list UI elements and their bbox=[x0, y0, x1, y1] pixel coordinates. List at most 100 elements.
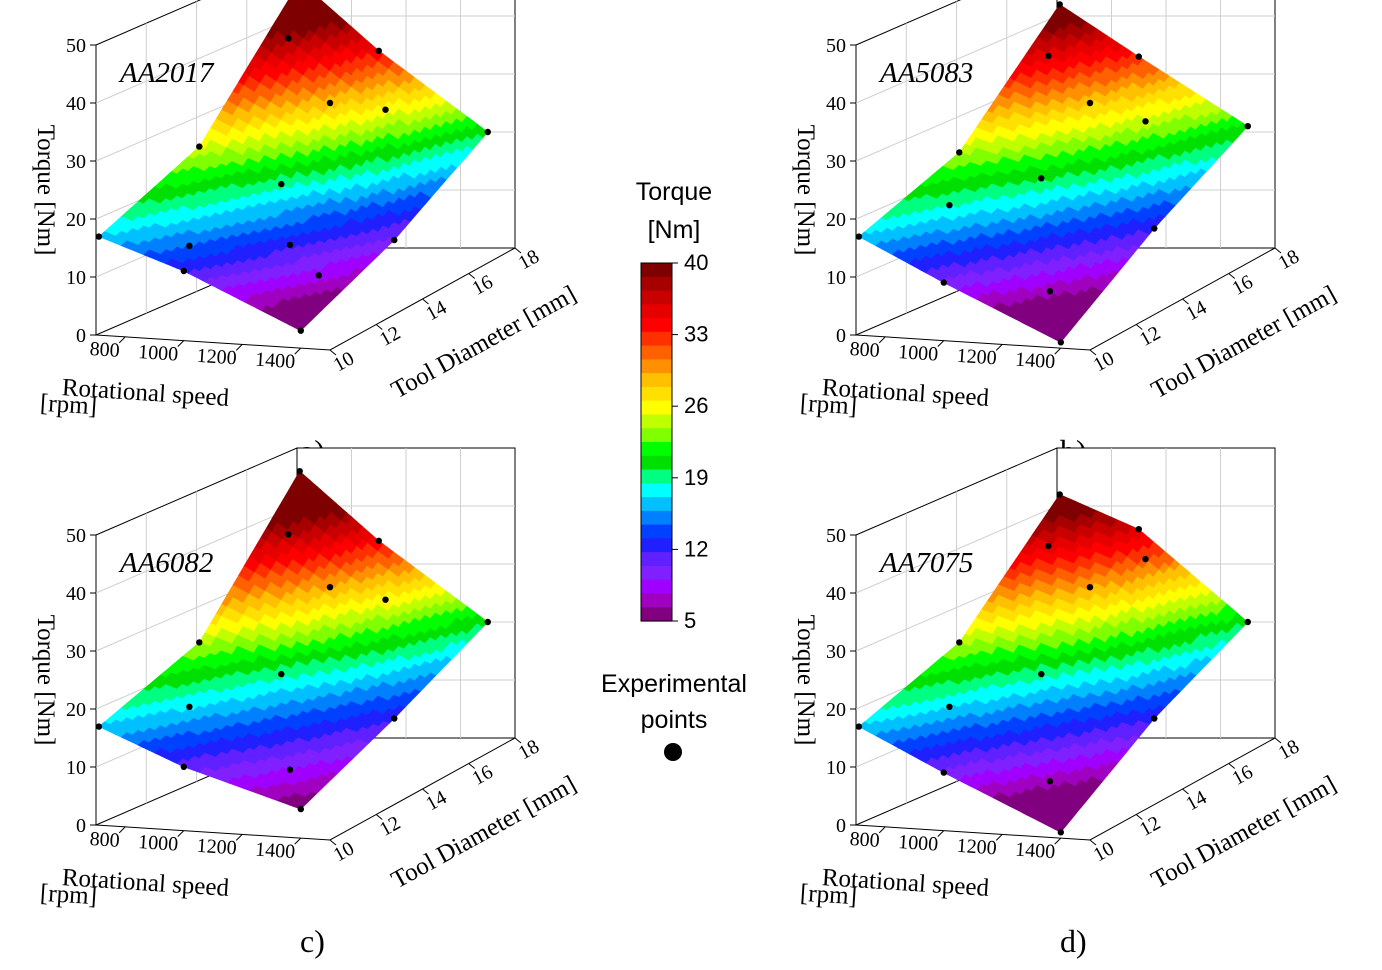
x-tick-mark bbox=[294, 347, 302, 355]
experimental-point bbox=[278, 670, 285, 678]
experimental-point bbox=[186, 703, 193, 710]
y-tick-label: 16 bbox=[469, 761, 497, 790]
surface bbox=[858, 3, 1249, 343]
y-axis-label: Tool Diameter [mm] bbox=[1147, 281, 1341, 404]
y-tick-label: 10 bbox=[330, 837, 358, 866]
z-tick-label: 10 bbox=[66, 267, 86, 289]
z-tick-label: 20 bbox=[66, 699, 86, 721]
experimental-point bbox=[946, 202, 953, 209]
experimental-point bbox=[391, 715, 398, 722]
experimental-point bbox=[326, 99, 334, 107]
x-tick-mark bbox=[177, 340, 185, 347]
experimental-point bbox=[278, 180, 285, 188]
x-axis-unit: [rpm] bbox=[799, 390, 858, 421]
experimental-point bbox=[1046, 288, 1054, 295]
y-tick-label: 14 bbox=[422, 786, 450, 815]
z-tick-label: 30 bbox=[66, 641, 86, 663]
y-axis-label: Tool Diameter [mm] bbox=[387, 281, 581, 404]
y-tick-label: 12 bbox=[1136, 322, 1164, 351]
experimental-point bbox=[180, 763, 187, 770]
x-tick-label: 1200 bbox=[956, 345, 997, 370]
z-tick-label: 10 bbox=[826, 267, 846, 289]
experimental-point bbox=[286, 241, 294, 249]
experimental-point bbox=[1151, 225, 1158, 232]
experimental-point bbox=[296, 468, 303, 475]
experimental-point bbox=[326, 584, 334, 591]
experimental-point bbox=[1057, 339, 1065, 346]
y-tick-label: 14 bbox=[1182, 296, 1210, 325]
experimental-point bbox=[1135, 53, 1143, 60]
experimental-point bbox=[1244, 123, 1252, 130]
y-tick-label: 18 bbox=[515, 245, 543, 274]
y-tick-label: 14 bbox=[422, 296, 450, 325]
x-tick-label: 1400 bbox=[255, 839, 296, 864]
experimental-point bbox=[196, 143, 203, 150]
x-tick-label: 800 bbox=[89, 338, 120, 362]
z-tick-label: 20 bbox=[826, 209, 846, 231]
z-tick-label: 10 bbox=[66, 757, 86, 779]
experimental-point bbox=[95, 723, 103, 730]
y-axis: 10 12 14 16 18 Tool Diameter [mm] bbox=[329, 735, 581, 894]
experimental-point bbox=[940, 279, 947, 286]
y-tick-label: 16 bbox=[1229, 271, 1257, 300]
z-axis-label: Torque [Nm] bbox=[32, 615, 59, 746]
z-tick-label: 40 bbox=[66, 583, 86, 605]
y-tick-mark bbox=[468, 273, 476, 279]
experimental-point bbox=[286, 766, 294, 773]
experimental-point bbox=[1142, 118, 1149, 125]
y-tick-label: 10 bbox=[1090, 347, 1118, 376]
y-tick-label: 18 bbox=[515, 735, 543, 764]
x-tick-mark bbox=[118, 336, 126, 344]
z-tick-label: 0 bbox=[76, 815, 86, 837]
experimental-point bbox=[484, 128, 491, 136]
x-tick-label: 1000 bbox=[138, 831, 179, 856]
surface bbox=[98, 0, 489, 332]
experimental-point bbox=[1045, 52, 1052, 60]
x-tick-label: 1200 bbox=[196, 835, 237, 860]
x-axis-unit: [rpm] bbox=[39, 880, 98, 911]
z-tick-label: 20 bbox=[66, 209, 86, 231]
panel-title: AA6082 bbox=[118, 547, 213, 579]
experimental-point bbox=[297, 805, 304, 813]
z-axis: 0 10 20 30 40 50 Torque [Nm] bbox=[32, 525, 96, 837]
x-tick-label: 800 bbox=[89, 828, 120, 852]
y-tick-mark bbox=[329, 349, 337, 356]
y-tick-label: 16 bbox=[469, 271, 497, 300]
z-tick-label: 30 bbox=[66, 151, 86, 173]
panel-title: AA5083 bbox=[878, 57, 973, 89]
experimental-point bbox=[186, 242, 193, 249]
experimental-point bbox=[375, 537, 382, 544]
x-tick-mark bbox=[235, 344, 243, 351]
x-axis-unit: [rpm] bbox=[39, 390, 98, 421]
x-tick-label: 1000 bbox=[898, 341, 939, 366]
z-tick-label: 50 bbox=[66, 525, 86, 547]
z-tick-label: 50 bbox=[66, 35, 86, 57]
y-tick-label: 12 bbox=[376, 322, 404, 351]
y-tick-label: 12 bbox=[376, 812, 404, 841]
experimental-point bbox=[855, 233, 863, 240]
x-tick-label: 1200 bbox=[196, 345, 237, 370]
y-tick-mark bbox=[422, 298, 429, 305]
x-tick-label: 1400 bbox=[1015, 349, 1056, 374]
z-tick-label: 0 bbox=[836, 325, 846, 347]
x-tick-label: 1400 bbox=[255, 349, 296, 374]
experimental-point bbox=[382, 106, 389, 113]
z-axis-label: Torque [Nm] bbox=[32, 125, 59, 256]
panel-title: AA2017 bbox=[118, 57, 215, 89]
experimental-point bbox=[1056, 1, 1063, 8]
z-tick-label: 0 bbox=[76, 325, 86, 347]
panel-label: c) bbox=[300, 923, 325, 959]
z-axis-label: Torque [Nm] bbox=[792, 125, 819, 256]
y-tick-mark bbox=[514, 247, 522, 254]
z-tick-label: 30 bbox=[826, 151, 846, 173]
experimental-point bbox=[297, 327, 304, 334]
experimental-point bbox=[1086, 99, 1094, 107]
y-axis-label: Tool Diameter [mm] bbox=[387, 771, 581, 894]
